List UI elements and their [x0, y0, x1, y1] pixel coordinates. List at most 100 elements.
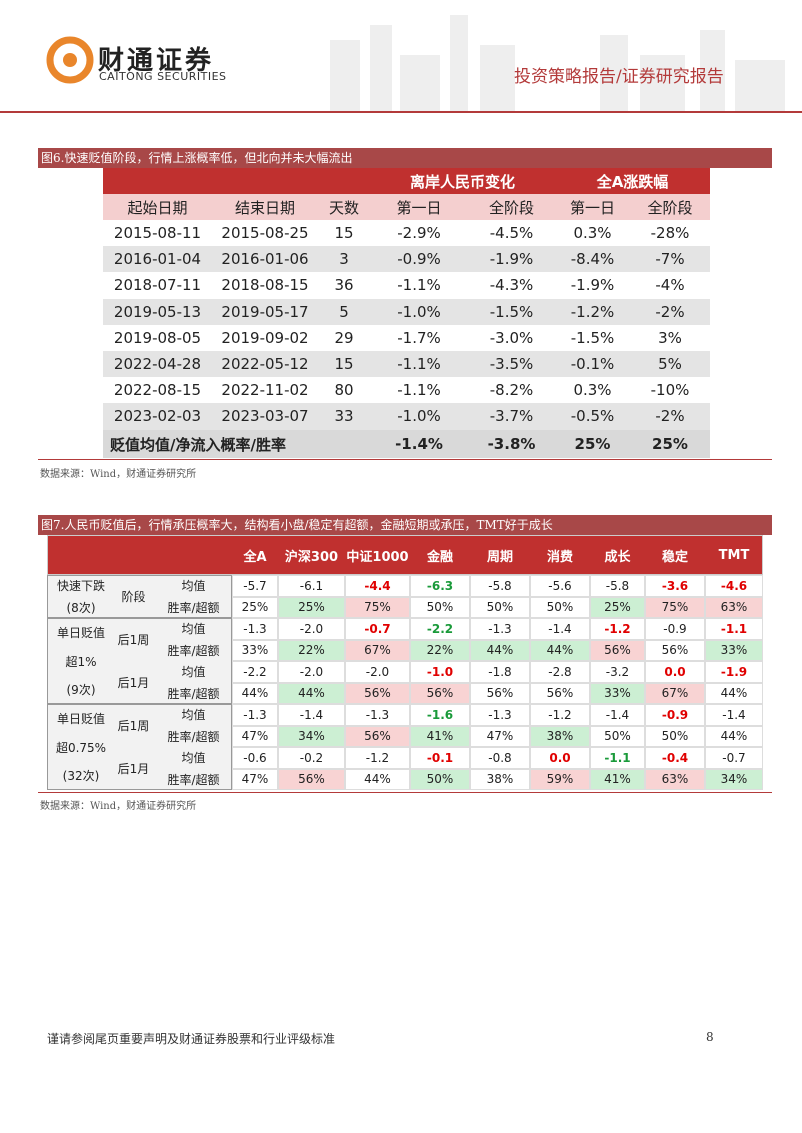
company-name-en: CAITONG SECURITIES — [99, 70, 227, 83]
table-cell: -2.2 — [410, 618, 470, 640]
table-cell: -0.9% — [397, 250, 441, 269]
table-cell: -1.4 — [530, 618, 590, 640]
table-cell: -3.2 — [590, 661, 645, 683]
table-cell: 67% — [645, 682, 705, 704]
table-cell: 15 — [334, 355, 354, 374]
table-cell: -0.1 — [410, 747, 470, 769]
table-cell: 56% — [410, 682, 470, 704]
table-cell: 59% — [530, 768, 590, 790]
table-cell: -1.8 — [470, 661, 530, 683]
metric-label: 均值 — [181, 622, 206, 637]
table-cell: 5% — [658, 355, 682, 374]
group-label: 超1% — [65, 654, 97, 669]
table-cell: -3.6 — [645, 575, 705, 597]
table-cell: -4% — [655, 276, 685, 295]
table-cell: 25% — [278, 596, 345, 618]
source-rule — [38, 459, 772, 460]
table-cell: -1.9% — [570, 276, 615, 295]
table-cell: -1.4 — [278, 704, 345, 726]
table-cell: 2015-08-11 — [113, 224, 202, 243]
table-cell: -0.5% — [570, 407, 615, 426]
column-header: 中证1000 — [346, 549, 409, 565]
summary-label: 贬值均值/净流入概率/胜率 — [110, 435, 286, 454]
table-header-band — [47, 535, 763, 575]
table-cell: 25% — [232, 596, 278, 618]
group-label: 单日贬值 — [56, 625, 105, 640]
table-cell: 50% — [590, 725, 645, 747]
table-cell: -6.3 — [410, 575, 470, 597]
table-cell: 44% — [705, 725, 763, 747]
group-label: 快速下跌 — [56, 579, 105, 594]
table-cell: 63% — [645, 768, 705, 790]
group-label: (32次) — [62, 769, 100, 784]
table-cell: -1.3 — [470, 704, 530, 726]
table-cell: 5 — [339, 302, 349, 321]
table-cell: -0.9 — [645, 704, 705, 726]
table-cell: 25% — [590, 596, 645, 618]
table-subheader-band — [103, 194, 710, 220]
table-cell: 50% — [645, 725, 705, 747]
table-cell: -2.2 — [232, 661, 278, 683]
table-cell: 56% — [530, 682, 590, 704]
table-cell: -0.2 — [278, 747, 345, 769]
table-cell: 63% — [705, 596, 763, 618]
table-cell: -3.7% — [489, 407, 534, 426]
table-cell: -1.6 — [410, 704, 470, 726]
metric-label: 胜率/超额 — [167, 772, 220, 787]
column-header: 全阶段 — [647, 198, 693, 217]
table-cell: 33% — [705, 639, 763, 661]
table-cell: 2022-05-12 — [221, 355, 309, 374]
header-group: 全A涨跌幅 — [596, 172, 669, 191]
table-cell: -4.5% — [489, 224, 534, 243]
table-cell: 33% — [232, 639, 278, 661]
column-header: 第一日 — [569, 198, 615, 217]
report-type: 投资策略报告/证券研究报告 — [514, 67, 724, 87]
header-group: 离岸人民币变化 — [409, 172, 515, 191]
table-cell: 2022-04-28 — [113, 355, 202, 374]
table-cell: 36 — [334, 276, 354, 295]
table-cell: 2023-02-03 — [113, 407, 202, 426]
table-cell: -2.0 — [278, 661, 345, 683]
table-cell: -4.3% — [489, 276, 534, 295]
table-cell: -1.1% — [397, 276, 441, 295]
column-header: TMT — [718, 547, 750, 563]
table-cell: -2.0 — [278, 618, 345, 640]
table-cell: 2015-08-25 — [221, 224, 309, 243]
table-cell: -1.3 — [345, 704, 410, 726]
table-cell: 44% — [530, 639, 590, 661]
column-header: 全阶段 — [488, 198, 534, 217]
table-cell: -1.5% — [489, 302, 534, 321]
table-cell: 44% — [345, 768, 410, 790]
table-cell: 0.0 — [645, 661, 705, 683]
table-cell: 75% — [345, 596, 410, 618]
table-cell: -1.0 — [410, 661, 470, 683]
table-cell: 15 — [334, 224, 354, 243]
table-cell: 2016-01-06 — [221, 250, 309, 269]
period-label: 阶段 — [121, 590, 146, 604]
table-cell: 67% — [345, 639, 410, 661]
table-cell: -0.7 — [345, 618, 410, 640]
table-cell: 22% — [278, 639, 345, 661]
table-cell: -2.9% — [397, 224, 441, 243]
table-cell: -3.5% — [489, 355, 534, 374]
table-cell: -1.9% — [489, 250, 534, 269]
table-cell: 2022-11-02 — [221, 381, 309, 400]
logo — [46, 36, 94, 84]
table-cell: -1.0% — [397, 302, 441, 321]
row-label-block — [47, 704, 232, 790]
table-cell: -1.3 — [232, 618, 278, 640]
table-cell: -2% — [655, 407, 685, 426]
table-cell: -4.6 — [705, 575, 763, 597]
table-cell: -4.4 — [345, 575, 410, 597]
table-cell: -5.8 — [590, 575, 645, 597]
row-band — [103, 351, 710, 378]
table-cell: 47% — [470, 725, 530, 747]
row-band — [103, 298, 710, 325]
table-cell: -1.4 — [590, 704, 645, 726]
table-cell: -0.8 — [470, 747, 530, 769]
summary-value: -3.8% — [487, 435, 536, 453]
page-number: 8 — [706, 1030, 714, 1044]
company-name: 财通证券 — [98, 46, 215, 76]
figure-title: 图7.人民币贬值后，行情承压概率大，结构看小盘/稳定有超额，金融短期或承压，TM… — [38, 515, 772, 535]
